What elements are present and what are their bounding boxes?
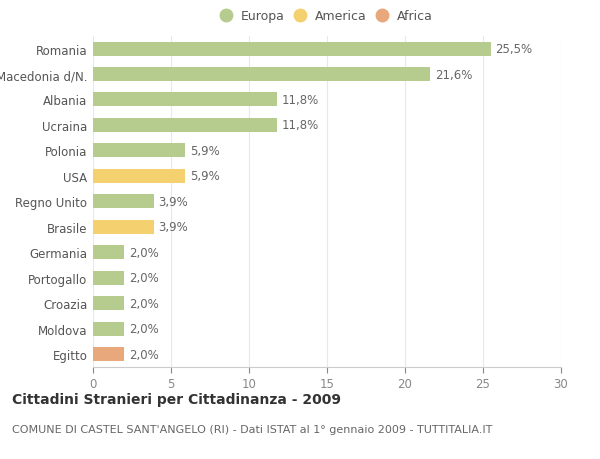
Bar	[93, 119, 277, 133]
Bar	[93, 271, 124, 285]
Legend: Europa, America, Africa: Europa, America, Africa	[218, 7, 437, 27]
Text: 2,0%: 2,0%	[129, 272, 158, 285]
Text: 5,9%: 5,9%	[190, 145, 220, 157]
Text: 2,0%: 2,0%	[129, 323, 158, 336]
Text: 25,5%: 25,5%	[496, 43, 533, 56]
Bar	[93, 220, 154, 235]
Bar	[93, 297, 124, 311]
Text: 3,9%: 3,9%	[158, 221, 188, 234]
Text: 2,0%: 2,0%	[129, 246, 158, 259]
Text: Cittadini Stranieri per Cittadinanza - 2009: Cittadini Stranieri per Cittadinanza - 2…	[12, 392, 341, 406]
Text: 11,8%: 11,8%	[282, 119, 319, 132]
Text: 3,9%: 3,9%	[158, 196, 188, 208]
Bar	[93, 246, 124, 260]
Bar	[93, 93, 277, 107]
Bar	[93, 144, 185, 158]
Text: 21,6%: 21,6%	[434, 68, 472, 81]
Bar	[93, 195, 154, 209]
Bar	[93, 68, 430, 82]
Bar	[93, 322, 124, 336]
Text: COMUNE DI CASTEL SANT'ANGELO (RI) - Dati ISTAT al 1° gennaio 2009 - TUTTITALIA.I: COMUNE DI CASTEL SANT'ANGELO (RI) - Dati…	[12, 425, 493, 435]
Bar	[93, 169, 185, 184]
Text: 11,8%: 11,8%	[282, 94, 319, 107]
Text: 2,0%: 2,0%	[129, 297, 158, 310]
Bar	[93, 42, 491, 56]
Bar	[93, 347, 124, 362]
Text: 5,9%: 5,9%	[190, 170, 220, 183]
Text: 2,0%: 2,0%	[129, 348, 158, 361]
